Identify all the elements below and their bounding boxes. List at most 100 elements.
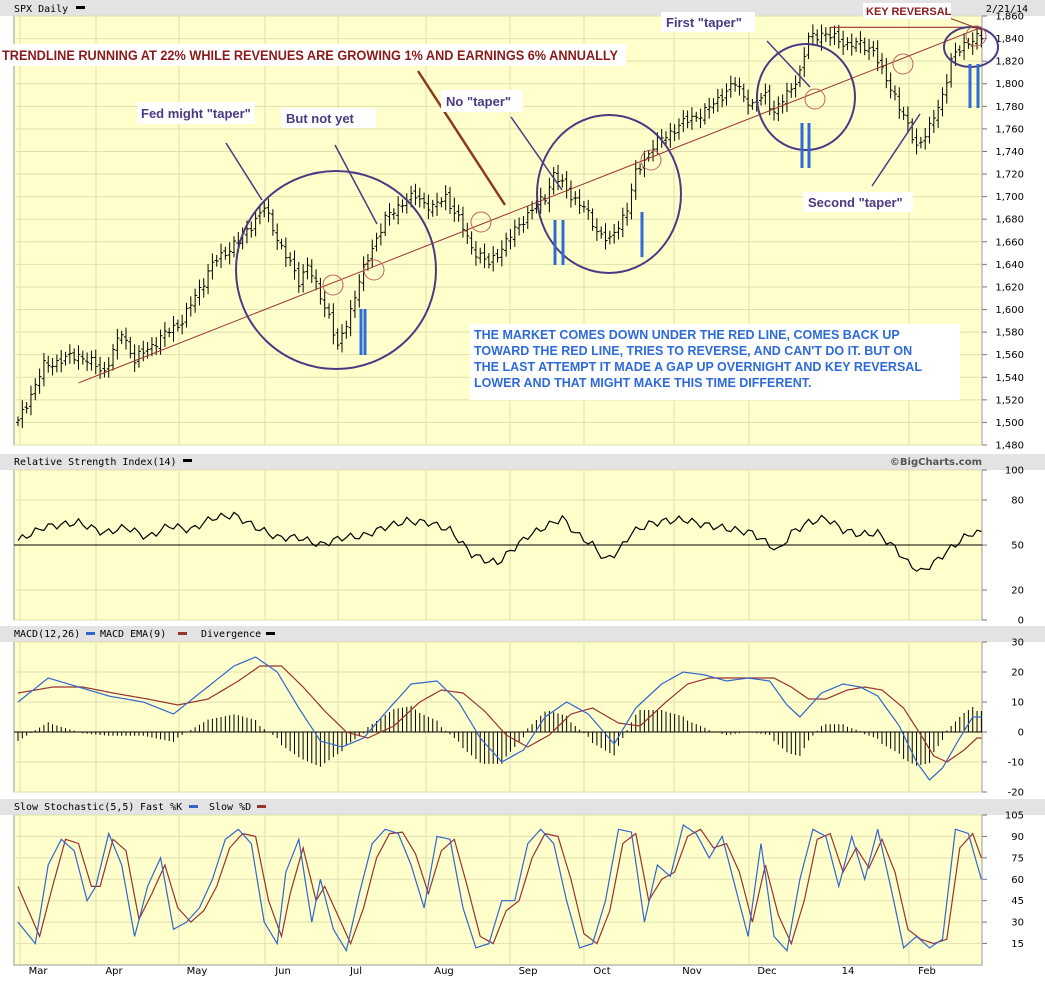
rsi-legend-swatch bbox=[183, 459, 192, 462]
stoch-legend-3: Slow %D bbox=[209, 802, 251, 813]
rsi-panel-header-bar bbox=[0, 454, 1045, 470]
y-tick-label: -10 bbox=[1008, 758, 1024, 769]
y-tick-label: 1,640 bbox=[995, 260, 1024, 271]
pointer-no-taper bbox=[510, 116, 563, 191]
macd-line bbox=[17, 656, 982, 781]
y-tick-label: 10 bbox=[1011, 698, 1024, 709]
month-label: Oct bbox=[593, 966, 610, 977]
touch-circle bbox=[965, 25, 987, 47]
y-tick-label: 45 bbox=[1011, 896, 1024, 907]
touch-circle bbox=[470, 211, 492, 233]
commentary-line-4: LOWER AND THAT MIGHT MAKE THIS TIME DIFF… bbox=[474, 376, 811, 390]
macd-legend-2: MACD EMA(9) bbox=[100, 629, 166, 640]
y-tick-label: 1,680 bbox=[995, 215, 1024, 226]
macd-swatch bbox=[86, 632, 95, 635]
y-tick-label: 0 bbox=[1018, 728, 1024, 739]
touch-circle bbox=[892, 53, 914, 75]
stoch-legend-2: Fast %K bbox=[140, 802, 182, 813]
price-panel-title: SPX Daily bbox=[14, 4, 68, 15]
commentary-line-1: THE MARKET COMES DOWN UNDER THE RED LINE… bbox=[474, 328, 900, 342]
stoch-d-swatch bbox=[257, 805, 266, 808]
headline-bg bbox=[0, 44, 626, 66]
macd-legend-1: MACD(12,26) bbox=[14, 629, 80, 640]
price-bars bbox=[16, 24, 984, 428]
stoch-d-line bbox=[17, 828, 982, 946]
month-label: 14 bbox=[842, 966, 855, 977]
y-tick-label: 80 bbox=[1011, 496, 1024, 507]
touch-circle bbox=[363, 259, 385, 281]
x-axis-month-labels: Mar Apr May Jun Jul Aug Sep Oct Nov Dec 14 Feb bbox=[29, 966, 936, 977]
y-tick-label: 30 bbox=[1011, 638, 1024, 649]
trendline-touch-circles bbox=[322, 25, 987, 296]
month-label: Sep bbox=[519, 966, 538, 977]
y-tick-label: 30 bbox=[1011, 918, 1024, 929]
blue-markers bbox=[359, 64, 980, 355]
y-tick-label: 1,660 bbox=[995, 237, 1024, 248]
y-tick-label: 1,700 bbox=[995, 192, 1024, 203]
but-not-yet-bg bbox=[281, 108, 376, 128]
second-taper-bg bbox=[803, 192, 913, 212]
y-tick-label: 1,600 bbox=[995, 305, 1024, 316]
stoch-k-line bbox=[17, 824, 982, 953]
y-tick-label: 1,540 bbox=[995, 373, 1024, 384]
y-tick-label: 1,580 bbox=[995, 328, 1024, 339]
y-tick-label: 15 bbox=[1011, 939, 1024, 950]
macd-plot-area bbox=[13, 641, 983, 793]
rsi-line bbox=[17, 511, 982, 572]
y-tick-label: 20 bbox=[1011, 668, 1024, 679]
y-tick-label: 1,740 bbox=[995, 147, 1024, 158]
no-taper-annotation: No "taper" bbox=[446, 94, 511, 109]
stoch-legend-1: Slow Stochastic(5,5) bbox=[14, 802, 134, 813]
divergence-swatch bbox=[266, 632, 275, 635]
price-panel-header-bar bbox=[0, 0, 1045, 16]
commentary-bg bbox=[470, 324, 960, 400]
annotation-pointers bbox=[225, 40, 921, 225]
month-label: Aug bbox=[434, 966, 454, 977]
headline-annotation: TRENDLINE RUNNING AT 22% WHILE REVENUES … bbox=[2, 48, 618, 63]
y-tick-label: 1,860 bbox=[995, 12, 1024, 23]
y-tick-label: 1,840 bbox=[995, 34, 1024, 45]
month-label: Dec bbox=[757, 966, 776, 977]
y-tick-label: 1,520 bbox=[995, 395, 1024, 406]
circle-dec bbox=[756, 43, 856, 151]
month-label: Jul bbox=[349, 966, 362, 977]
macd-panel-header-bar bbox=[0, 626, 1045, 642]
y-tick-label: 1,820 bbox=[995, 57, 1024, 68]
y-axis-labels: 1,480 1,500 1,520 1,540 1,560 1,580 1,600 1,620… bbox=[982, 12, 1024, 950]
y-tick-label: 60 bbox=[1011, 875, 1024, 886]
touch-circle bbox=[640, 149, 662, 171]
y-tick-label: 105 bbox=[1005, 811, 1024, 822]
circle-sep-oct bbox=[536, 114, 682, 274]
pointer-fed-might bbox=[225, 142, 263, 201]
commentary-line-2: TOWARD THE RED LINE, TRIES TO REVERSE, A… bbox=[474, 344, 912, 358]
pointer-headline bbox=[416, 70, 507, 206]
but-not-yet-annotation: But not yet bbox=[286, 111, 355, 126]
y-tick-label: 75 bbox=[1011, 853, 1024, 864]
y-tick-label: 50 bbox=[1011, 541, 1024, 552]
rsi-layer bbox=[14, 511, 982, 572]
y-tick-label: 0 bbox=[1018, 616, 1024, 627]
first-taper-bg bbox=[661, 12, 755, 32]
touch-circle bbox=[322, 274, 344, 296]
price-legend-swatch bbox=[76, 6, 85, 9]
touch-circle bbox=[804, 88, 826, 110]
rsi-panel-title: Relative Strength Index(14) bbox=[14, 457, 177, 468]
y-tick-label: 90 bbox=[1011, 832, 1024, 843]
y-tick-label: 20 bbox=[1011, 586, 1024, 597]
y-tick-label: 1,500 bbox=[995, 418, 1024, 429]
stoch-k-swatch bbox=[189, 805, 198, 808]
second-taper-annotation: Second "taper" bbox=[808, 195, 903, 210]
y-tick-label: 1,720 bbox=[995, 170, 1024, 181]
signal-swatch bbox=[178, 632, 187, 635]
macd-signal-line bbox=[17, 665, 982, 763]
stoch-panel-header-bar bbox=[0, 799, 1045, 815]
month-label: Jun bbox=[274, 966, 291, 977]
pointer-but-not-yet bbox=[334, 144, 378, 225]
key-reversal-bg bbox=[863, 3, 951, 19]
first-taper-annotation: First "taper" bbox=[666, 15, 742, 30]
pointer-first-taper bbox=[766, 40, 811, 88]
month-label: May bbox=[187, 966, 208, 977]
y-tick-label: 1,780 bbox=[995, 102, 1024, 113]
